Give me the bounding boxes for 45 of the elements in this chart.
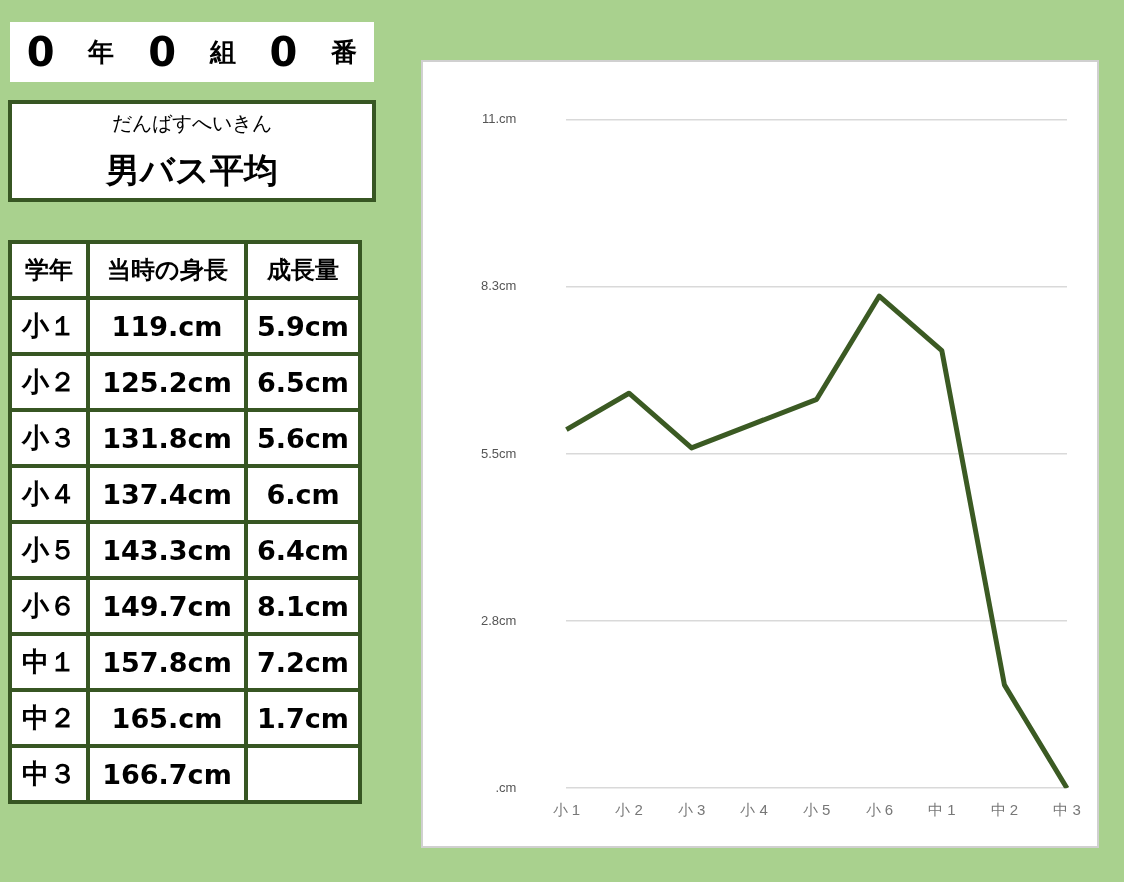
y-tick-label: 5.5cm xyxy=(480,445,517,461)
text: 119.cm xyxy=(88,298,246,354)
text: 中１ xyxy=(10,634,88,690)
text: 165.cm xyxy=(88,690,246,746)
x-tick-label: 中 3 xyxy=(1053,801,1081,819)
text: 1.7cm xyxy=(246,690,360,746)
text: 137.4cm xyxy=(88,466,246,522)
x-tick-label: 中 1 xyxy=(928,801,956,819)
y-tick-label: 8.3cm xyxy=(480,278,517,294)
text: 小６ xyxy=(10,578,88,634)
text: 149.7cm xyxy=(88,578,246,634)
text: 5.9cm xyxy=(246,298,360,354)
text: 中３ xyxy=(10,746,88,802)
text: 小１ xyxy=(10,298,88,354)
x-tick-label: 小 6 xyxy=(865,801,894,819)
text: 5.6cm xyxy=(246,410,360,466)
text: 7.2cm xyxy=(246,634,360,690)
x-tick-label: 小 1 xyxy=(552,801,581,819)
text: 小２ xyxy=(10,354,88,410)
x-tick-label: 小 2 xyxy=(615,801,643,819)
text: 学年 xyxy=(10,242,88,298)
text: 小５ xyxy=(10,522,88,578)
text: 6.4cm xyxy=(246,522,360,578)
text: 当時の身長 xyxy=(88,242,246,298)
text: 中２ xyxy=(10,690,88,746)
text: 166.7cm xyxy=(88,746,246,802)
y-tick-label: .cm xyxy=(495,779,517,795)
text: 成長量 xyxy=(246,242,360,298)
y-tick-label: 2.8cm xyxy=(480,612,517,628)
text: 143.3cm xyxy=(88,522,246,578)
text: 8.1cm xyxy=(246,578,360,634)
x-tick-label: 小 5 xyxy=(802,801,831,819)
text: 6.5cm xyxy=(246,354,360,410)
y-tick-label: 11.cm xyxy=(481,111,517,127)
text: 0 年 0 組 0 番 xyxy=(26,29,358,75)
x-tick-label: 小 4 xyxy=(740,801,768,819)
text: 125.2cm xyxy=(88,354,246,410)
text: だんばすへいきん xyxy=(8,100,376,146)
text: 157.8cm xyxy=(88,634,246,690)
text: 小４ xyxy=(10,466,88,522)
text: 6.cm xyxy=(246,466,360,522)
text: 小３ xyxy=(10,410,88,466)
x-tick-label: 小 3 xyxy=(677,801,706,819)
x-tick-label: 中 2 xyxy=(990,801,1019,819)
text: 131.8cm xyxy=(88,410,246,466)
